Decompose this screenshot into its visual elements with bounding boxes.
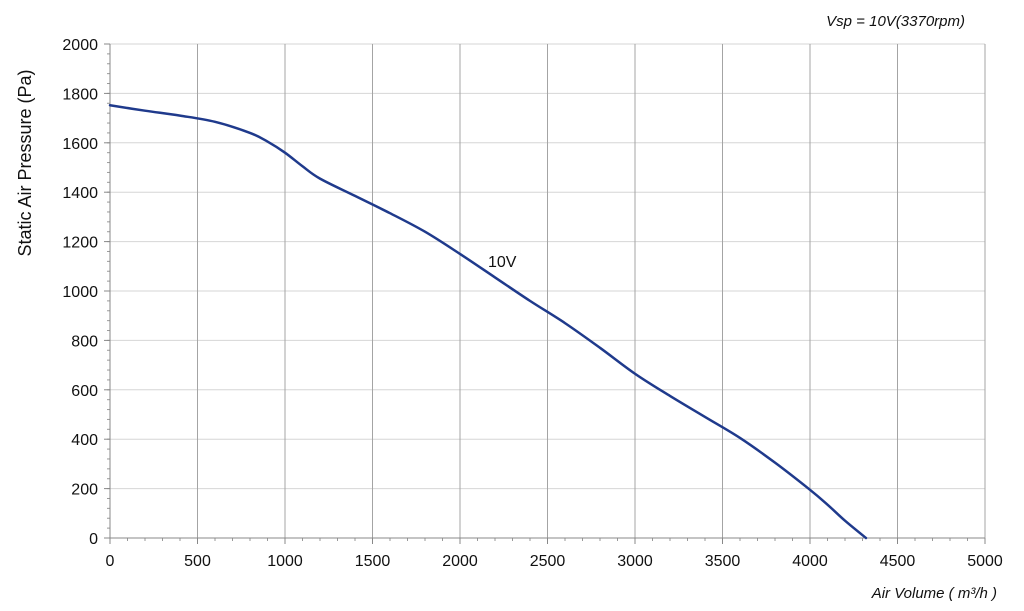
y-tick-label: 0 <box>89 531 98 548</box>
axes <box>104 43 986 544</box>
y-tick-label: 600 <box>71 383 98 400</box>
x-tick-label: 2500 <box>530 553 566 570</box>
x-tick-label: 1500 <box>355 553 391 570</box>
y-tick-label: 800 <box>71 333 98 350</box>
chart-subtitle: Vsp = 10V(3370rpm) <box>826 13 965 30</box>
x-axis-title: Air Volume ( m³/h ) <box>871 585 997 602</box>
x-tick-label: 3500 <box>705 553 741 570</box>
y-tick-label: 2000 <box>62 37 98 54</box>
y-tick-label: 1800 <box>62 86 98 103</box>
series-line-10v <box>108 104 868 540</box>
grid <box>110 43 986 538</box>
x-tick-label: 3000 <box>617 553 653 570</box>
tick-labels: 0 200 400 600 800 1000 1200 1400 1600 1800 2000 0 50… <box>62 37 1002 570</box>
y-axis-title: Static Air Pressure (Pa) <box>15 69 35 256</box>
x-tick-label: 2000 <box>442 553 478 570</box>
minor-ticks <box>107 43 986 541</box>
x-tick-label: 500 <box>184 553 211 570</box>
series-label-10v: 10V <box>488 254 517 271</box>
x-tick-label: 4500 <box>880 553 916 570</box>
x-tick-label: 4000 <box>792 553 828 570</box>
y-tick-label: 200 <box>71 482 98 499</box>
y-tick-label: 1000 <box>62 284 98 301</box>
x-tick-label: 0 <box>106 553 115 570</box>
y-tick-label: 1600 <box>62 136 98 153</box>
y-tick-label: 1200 <box>62 235 98 252</box>
series-layer <box>108 104 868 540</box>
y-tick-label: 400 <box>71 432 98 449</box>
x-tick-label: 5000 <box>967 553 1003 570</box>
x-tick-label: 1000 <box>267 553 303 570</box>
y-tick-label: 1400 <box>62 185 98 202</box>
